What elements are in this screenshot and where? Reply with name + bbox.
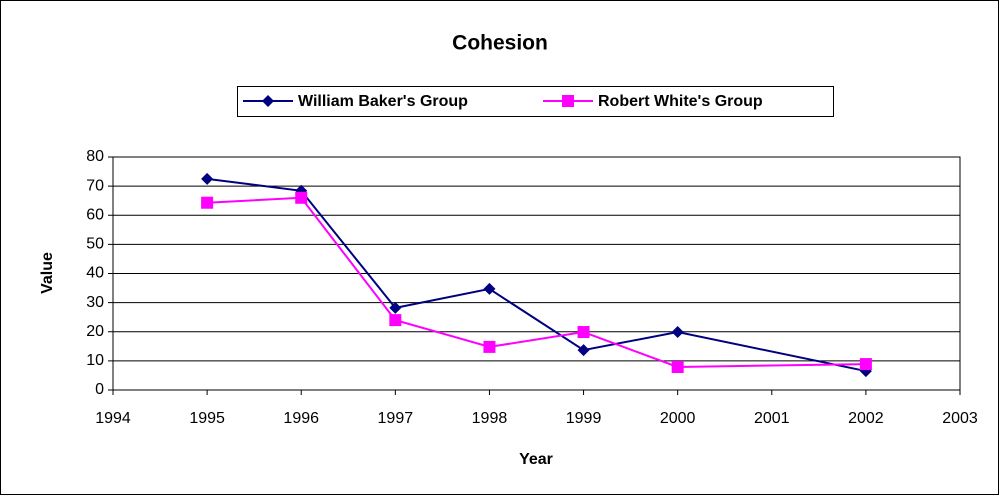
marker bbox=[201, 172, 214, 185]
y-tick-label: 20 bbox=[86, 323, 104, 340]
x-tick-label: 1997 bbox=[378, 410, 414, 427]
legend-marker bbox=[562, 95, 574, 107]
x-tick-label: 1996 bbox=[283, 410, 319, 427]
x-tick-label: 1994 bbox=[95, 410, 131, 427]
y-tick-label: 0 bbox=[95, 381, 104, 398]
y-axis-label: Value bbox=[39, 252, 56, 294]
marker bbox=[859, 358, 872, 371]
y-tick-label: 30 bbox=[86, 294, 104, 311]
x-tick-label: 2001 bbox=[754, 410, 790, 427]
x-tick-label: 1995 bbox=[189, 410, 225, 427]
legend-marker bbox=[262, 95, 274, 107]
y-tick-label: 70 bbox=[86, 177, 104, 194]
legend-label: Robert White's Group bbox=[598, 93, 763, 110]
y-tick-label: 50 bbox=[86, 236, 104, 253]
marker bbox=[389, 301, 402, 314]
x-tick-label: 1999 bbox=[566, 410, 602, 427]
y-tick-label: 40 bbox=[86, 265, 104, 282]
marker bbox=[483, 340, 496, 353]
marker bbox=[671, 360, 684, 373]
y-tick-label: 60 bbox=[86, 206, 104, 223]
x-tick-label: 2000 bbox=[660, 410, 696, 427]
legend-box bbox=[237, 86, 834, 117]
marker bbox=[389, 314, 402, 327]
x-axis-label: Year bbox=[519, 451, 553, 468]
x-tick-label: 2002 bbox=[848, 410, 884, 427]
marker bbox=[577, 326, 590, 339]
y-tick-label: 80 bbox=[86, 148, 104, 165]
marker bbox=[483, 282, 496, 295]
marker bbox=[295, 191, 308, 204]
marker bbox=[671, 326, 684, 339]
plot-area bbox=[112, 156, 961, 391]
legend-label: William Baker's Group bbox=[298, 93, 468, 110]
x-tick-label: 2003 bbox=[942, 410, 978, 427]
y-tick-label: 10 bbox=[86, 352, 104, 369]
marker bbox=[201, 196, 214, 209]
x-tick-label: 1998 bbox=[472, 410, 508, 427]
chart-title: Cohesion bbox=[452, 32, 548, 55]
marker bbox=[577, 344, 590, 357]
